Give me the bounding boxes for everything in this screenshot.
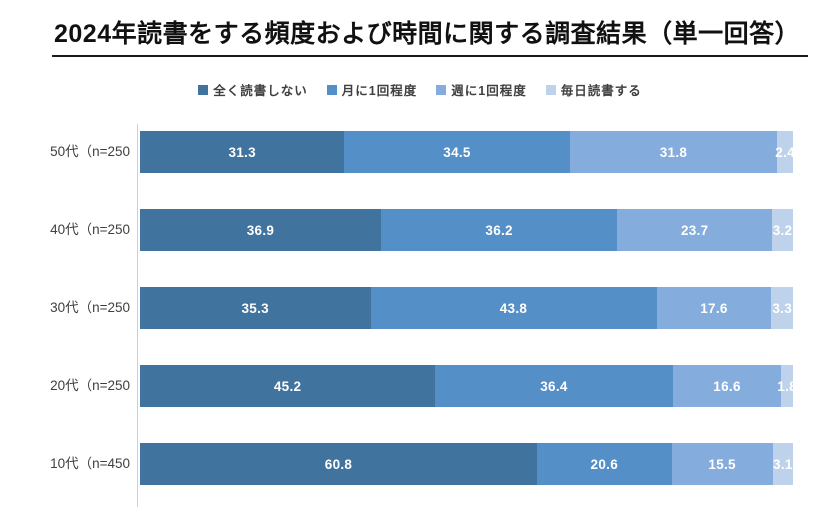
bar-value-label: 1.8 [777, 378, 797, 394]
stacked-bar: 35.3 43.8 17.6 3.3 [140, 287, 793, 329]
bar-value-label: 45.2 [273, 378, 302, 394]
bar-segment: 2.4 [775, 131, 795, 173]
bar-value-label: 23.7 [680, 222, 709, 238]
legend-swatch-icon [326, 84, 337, 95]
legend-item: 毎日読書する [545, 80, 642, 99]
chart-row: 50代（n=250 31.3 34.5 31.8 2.4 [0, 131, 840, 173]
category-label: 30代（n=250 [50, 300, 130, 315]
bar-segment: 34.5 [344, 131, 570, 173]
bar-value-label: 36.4 [540, 378, 568, 394]
bar-segment: 31.3 [140, 131, 345, 173]
bar-segment: 17.6 [656, 287, 772, 329]
chart-row: 30代（n=250 35.3 43.8 17.6 3.3 [0, 287, 840, 329]
chart-legend: 全く読書しない 月に1回程度 週に1回程度 毎日読書する [0, 80, 840, 99]
stacked-bar: 31.3 34.5 31.8 2.4 [140, 131, 795, 173]
bar-value-label: 43.8 [499, 300, 528, 316]
bar-segment: 3.1 [772, 443, 793, 485]
bar-segment: 3.3 [771, 287, 793, 329]
bar-segment: 15.5 [671, 443, 773, 485]
bar-segment: 1.8 [777, 365, 797, 407]
bar-value-label: 17.6 [700, 300, 728, 316]
bar-value-label: 15.5 [708, 456, 736, 472]
bar-value-label: 31.8 [659, 144, 688, 160]
bar-value-label: 3.2 [772, 222, 793, 238]
bar-segment: 45.2 [140, 365, 436, 407]
bar-value-label: 20.6 [590, 456, 619, 472]
chart-row: 40代（n=250 36.9 36.2 23.7 3.2 [0, 209, 840, 251]
bar-segment: 31.8 [569, 131, 778, 173]
bar-segment: 43.8 [370, 287, 657, 329]
chart-row: 20代（n=250 45.2 36.4 16.6 1.8 [0, 365, 840, 407]
legend-item: 月に1回程度 [326, 80, 418, 99]
category-label: 40代（n=250 [50, 222, 130, 237]
stacked-bar: 36.9 36.2 23.7 3.2 [140, 209, 793, 251]
legend-swatch-icon [436, 84, 447, 95]
category-label: 50代（n=250 [50, 144, 130, 159]
chart-title: 2024年読書をする頻度および時間に関する調査結果（単一回答） [52, 14, 809, 57]
bar-segment: 16.6 [672, 365, 782, 407]
bar-segment: 35.3 [140, 287, 371, 329]
y-axis-line [137, 124, 138, 507]
bar-value-label: 2.4 [775, 144, 795, 160]
bar-value-label: 3.1 [773, 456, 793, 472]
category-label: 10代（n=450 [50, 456, 130, 471]
bar-value-label: 36.2 [485, 222, 513, 238]
bar-value-label: 34.5 [443, 144, 471, 160]
bar-value-label: 31.3 [228, 144, 256, 160]
legend-item: 週に1回程度 [436, 80, 526, 99]
chart-row: 10代（n=450 60.8 20.6 15.5 3.1 [0, 443, 840, 485]
bar-value-label: 36.9 [246, 222, 275, 238]
stacked-bar: 60.8 20.6 15.5 3.1 [140, 443, 793, 485]
bar-segment: 23.7 [617, 209, 773, 251]
bar-segment: 36.2 [380, 209, 618, 251]
bar-segment: 36.4 [435, 365, 673, 407]
stacked-bar: 45.2 36.4 16.6 1.8 [140, 365, 797, 407]
bar-value-label: 16.6 [713, 378, 741, 394]
legend-label: 毎日読書する [560, 84, 642, 98]
category-label: 20代（n=250 [50, 378, 130, 393]
bar-value-label: 35.3 [241, 300, 269, 316]
legend-swatch-icon [198, 84, 209, 95]
bar-segment: 36.9 [140, 209, 381, 251]
bar-value-label: 60.8 [324, 456, 353, 472]
bar-segment: 60.8 [140, 443, 538, 485]
legend-swatch-icon [545, 84, 556, 95]
bar-segment: 3.2 [772, 209, 793, 251]
legend-item: 全く読書しない [198, 80, 308, 99]
legend-label: 全く読書しない [213, 84, 308, 98]
bar-segment: 20.6 [537, 443, 672, 485]
bar-value-label: 3.3 [772, 300, 793, 316]
legend-label: 週に1回程度 [451, 84, 527, 98]
legend-label: 月に1回程度 [341, 84, 418, 98]
